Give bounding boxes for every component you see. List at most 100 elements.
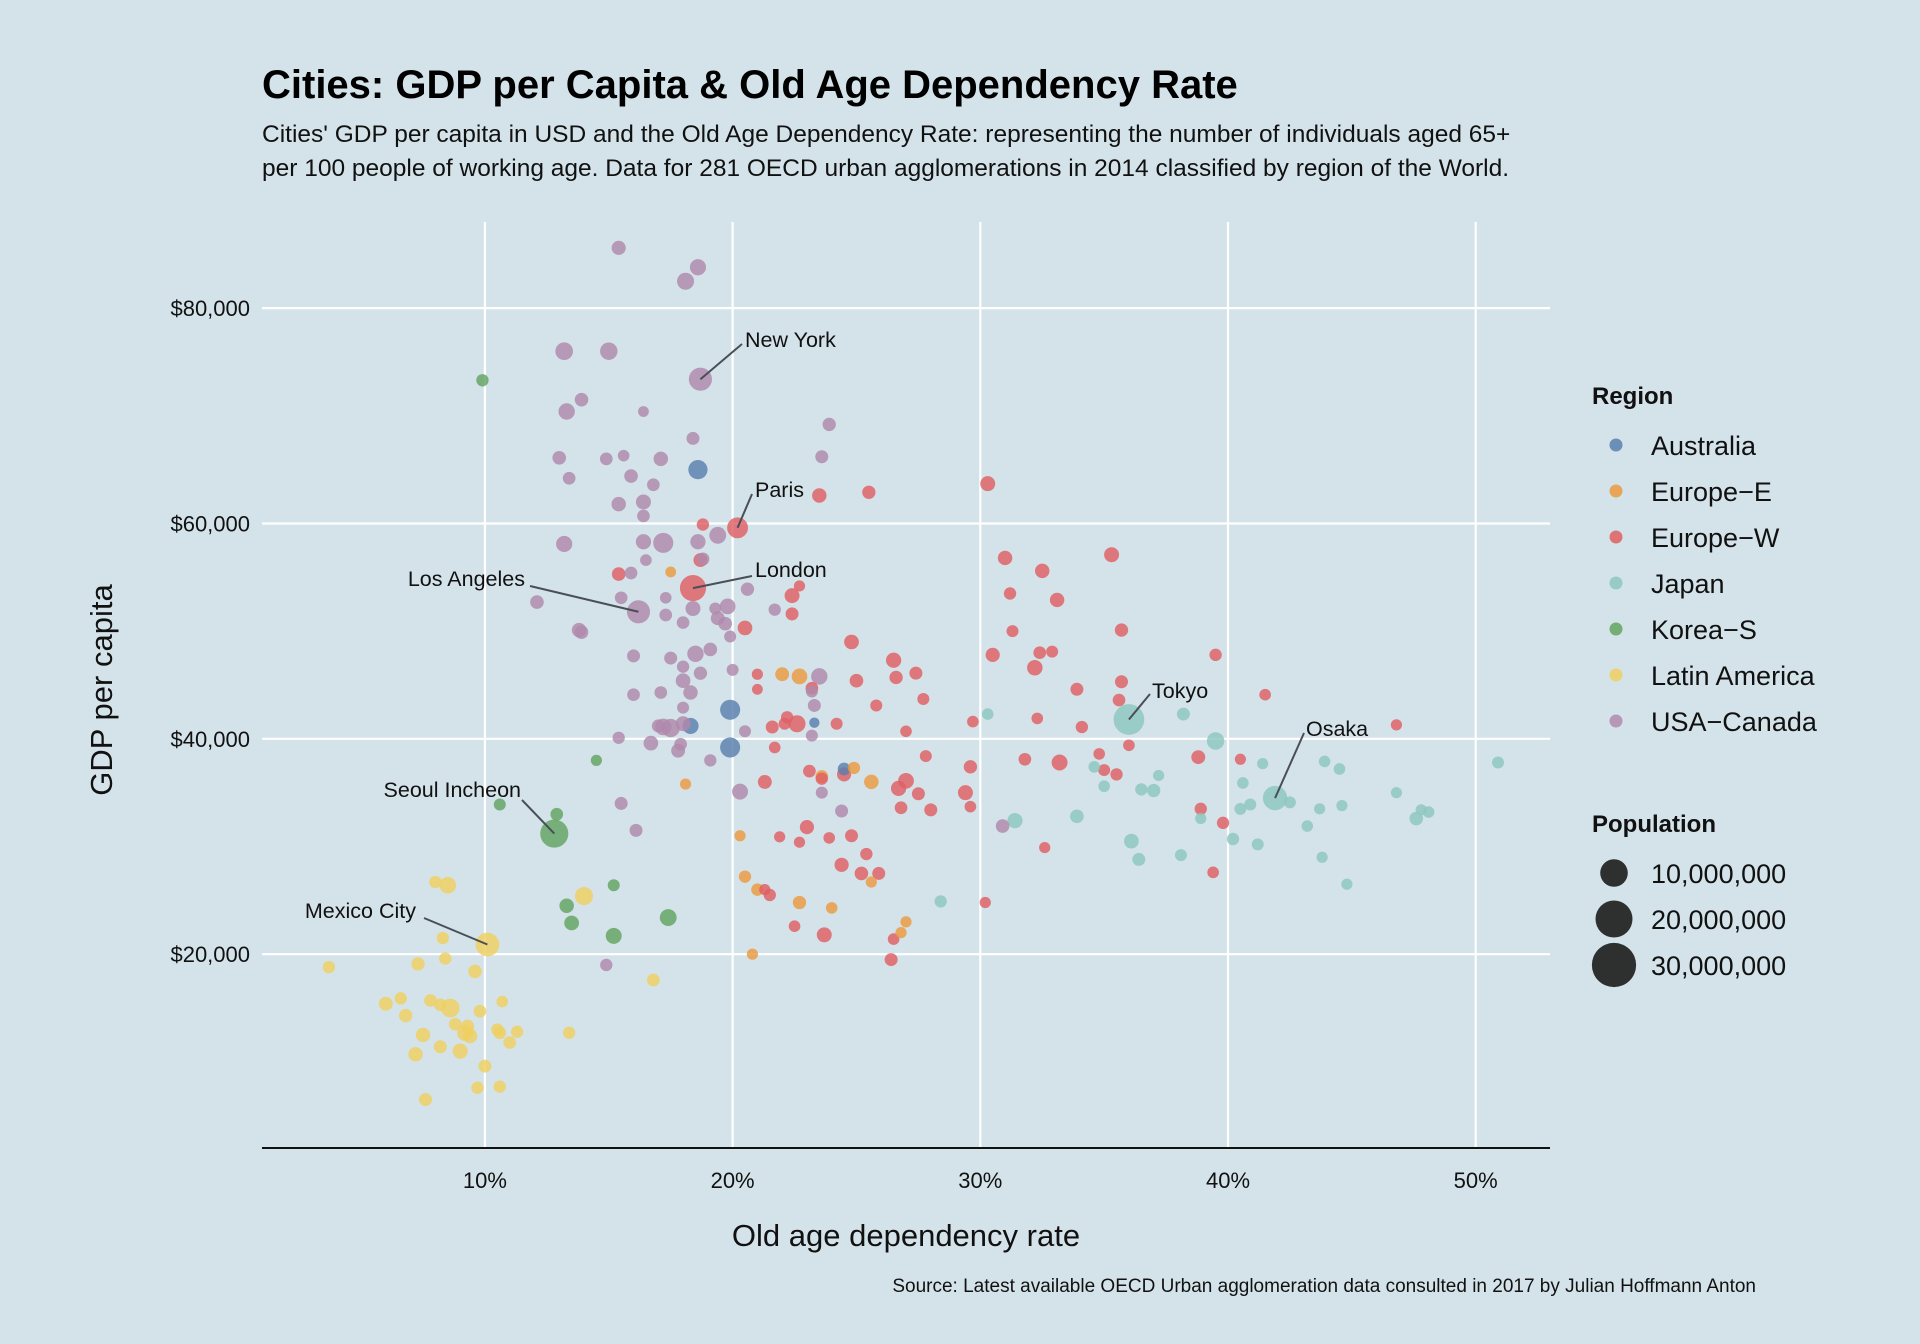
data-point xyxy=(411,957,425,971)
data-point xyxy=(1216,816,1230,829)
data-point xyxy=(478,1059,492,1073)
data-point xyxy=(689,259,707,276)
data-point xyxy=(677,701,690,714)
data-point xyxy=(503,1036,517,1049)
data-point xyxy=(757,774,772,789)
data-point xyxy=(614,591,628,605)
data-point xyxy=(433,1040,447,1054)
legend-region-label: Latin America xyxy=(1651,661,1816,691)
data-point xyxy=(676,616,690,629)
data-point xyxy=(1075,720,1089,734)
data-point xyxy=(1207,866,1219,879)
data-point xyxy=(759,883,771,896)
data-point xyxy=(1191,750,1206,765)
legend-region-swatch xyxy=(1609,668,1623,682)
legend-size-swatch xyxy=(1595,900,1633,938)
data-point xyxy=(659,909,677,927)
data-point xyxy=(476,374,489,387)
legend-region-swatch xyxy=(1609,438,1623,452)
data-point xyxy=(793,836,806,848)
data-point xyxy=(614,796,628,810)
data-point xyxy=(815,772,828,785)
data-point xyxy=(675,673,691,689)
data-point xyxy=(473,1004,487,1018)
data-point xyxy=(980,476,996,492)
data-point xyxy=(471,1081,484,1094)
data-point xyxy=(629,823,643,837)
data-point xyxy=(816,927,832,943)
annotation-label: London xyxy=(755,558,827,582)
data-point xyxy=(675,716,691,732)
data-point xyxy=(812,488,827,503)
data-point xyxy=(1132,852,1146,866)
source-caption: Source: Latest available OECD Urban aggl… xyxy=(892,1276,1756,1297)
legend-size-label: 30,000,000 xyxy=(1651,951,1786,981)
data-point xyxy=(607,879,620,892)
data-point xyxy=(774,831,786,843)
legend-title-population: Population xyxy=(1592,811,1716,838)
data-point xyxy=(555,342,574,361)
data-point xyxy=(659,591,672,604)
data-point xyxy=(1046,645,1059,658)
data-point xyxy=(653,532,674,553)
data-point xyxy=(696,518,710,531)
data-point xyxy=(1153,769,1165,782)
data-point xyxy=(1051,754,1068,771)
annotation-label: Paris xyxy=(755,478,804,502)
data-point xyxy=(1049,592,1065,608)
data-point xyxy=(1104,547,1120,563)
legend-region-label: Europe−E xyxy=(1651,477,1772,507)
data-point xyxy=(1390,787,1403,799)
x-tick-label: 50% xyxy=(1454,1168,1498,1193)
data-point xyxy=(1244,798,1257,811)
data-point xyxy=(1251,838,1264,851)
y-tick-label: $40,000 xyxy=(170,727,250,752)
data-point xyxy=(647,973,660,987)
data-point xyxy=(674,737,687,751)
data-point xyxy=(378,996,393,1011)
data-point xyxy=(900,725,912,738)
data-point xyxy=(1110,768,1123,781)
data-point xyxy=(448,1017,462,1031)
legend-region-label: Korea−S xyxy=(1651,615,1757,645)
data-point xyxy=(784,588,800,604)
data-point xyxy=(815,450,829,464)
data-point xyxy=(638,406,649,417)
data-point xyxy=(322,960,336,974)
data-point xyxy=(734,830,746,842)
data-point xyxy=(647,478,660,492)
data-point xyxy=(635,494,651,510)
data-point xyxy=(1070,809,1084,824)
data-point xyxy=(751,668,764,680)
data-point xyxy=(778,717,791,730)
data-point xyxy=(640,554,652,566)
data-point xyxy=(468,964,482,979)
data-point xyxy=(1003,587,1017,600)
data-point xyxy=(854,866,869,881)
data-point xyxy=(799,820,815,835)
data-point xyxy=(1234,753,1247,765)
data-point xyxy=(751,683,763,695)
data-point xyxy=(665,566,677,578)
data-point xyxy=(1027,660,1043,676)
data-point xyxy=(574,392,589,407)
data-point xyxy=(792,895,807,910)
data-point xyxy=(1491,756,1504,769)
data-point xyxy=(611,496,626,512)
data-point xyxy=(611,567,626,581)
data-point xyxy=(1031,712,1044,725)
annotation-leader xyxy=(1128,693,1151,721)
legend-size-swatch xyxy=(1591,942,1637,988)
data-point xyxy=(830,717,843,730)
data-point xyxy=(768,741,781,754)
data-point xyxy=(967,715,979,728)
legend-size-label: 10,000,000 xyxy=(1651,859,1786,889)
data-point xyxy=(624,469,638,483)
data-point xyxy=(408,1047,423,1062)
y-axis-label: GDP per capita xyxy=(84,584,119,796)
data-point xyxy=(791,668,808,685)
data-point xyxy=(493,1080,506,1093)
data-point xyxy=(1114,675,1128,689)
data-point xyxy=(1341,878,1353,890)
data-point xyxy=(651,719,665,733)
